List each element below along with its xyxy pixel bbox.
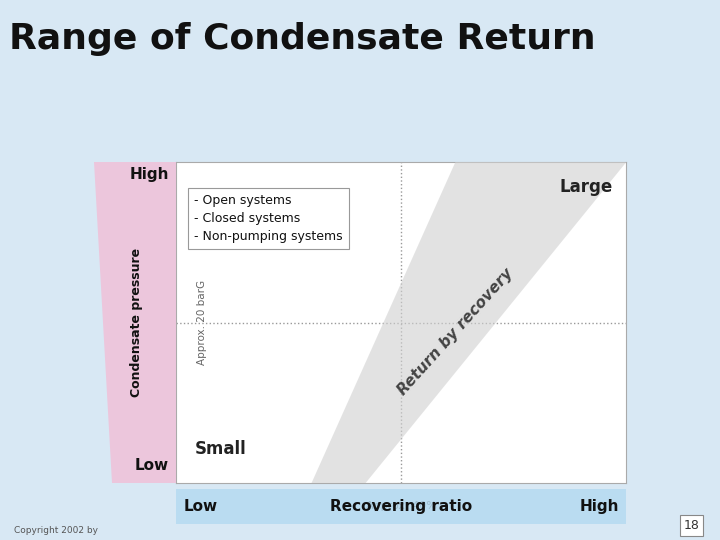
Text: Return by recovery: Return by recovery: [395, 266, 516, 399]
Polygon shape: [176, 489, 626, 524]
Text: Recovering ratio: Recovering ratio: [330, 499, 472, 514]
Text: Condensate pressure: Condensate pressure: [130, 248, 143, 397]
Text: High: High: [130, 167, 169, 183]
Text: Approx. 20 barG: Approx. 20 barG: [197, 280, 207, 365]
Text: Copyright 2002 by: Copyright 2002 by: [14, 525, 99, 535]
Text: Small: Small: [194, 440, 246, 457]
Text: Approx. 40%: Approx. 40%: [366, 501, 437, 511]
Text: Low: Low: [135, 457, 169, 472]
Text: - Open systems
- Closed systems
- Non-pumping systems: - Open systems - Closed systems - Non-pu…: [194, 194, 343, 243]
Text: Large: Large: [559, 178, 613, 196]
Text: Range of Condensate Return: Range of Condensate Return: [9, 22, 595, 56]
Text: 18: 18: [683, 519, 699, 532]
Polygon shape: [311, 162, 626, 483]
Polygon shape: [94, 162, 176, 483]
Text: Low: Low: [184, 499, 217, 514]
Text: High: High: [580, 499, 619, 514]
